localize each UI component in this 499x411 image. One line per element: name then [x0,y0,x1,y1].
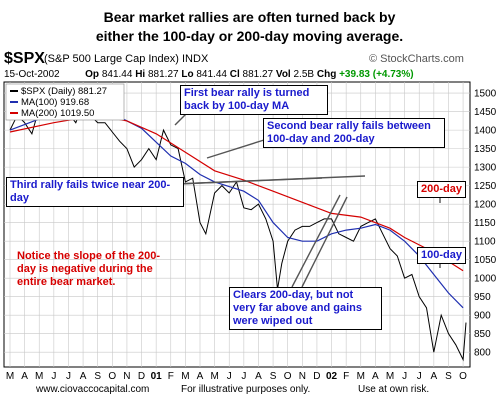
x-tick-label: D [313,371,320,382]
x-tick-label: O [108,371,116,382]
high-label: Hi [135,69,146,80]
symbol-description: (S&P 500 Large Cap Index) INDX [44,53,209,65]
x-tick-label: O [459,371,467,382]
y-tick-label: 1250 [474,181,497,192]
x-axis-ticks: M A M J J A S O N D 01 F M A M J J A S O N D 02 F M A M J J A S O [6,371,467,382]
change-label: Chg [316,69,337,80]
x-tick-label: S [94,371,101,382]
y-tick-label: 800 [474,348,491,359]
x-tick-label: A [255,371,262,382]
annotation-slope: Notice the slope of the 200-day is negat… [17,250,161,288]
annotation-pointers [174,109,441,288]
low-value: 841.44 [196,69,227,80]
x-tick-label: A [21,371,28,382]
headline: Bear market rallies are often turned bac… [95,9,404,44]
x-tick-label: N [299,371,306,382]
pointer-clears-b [301,196,348,288]
label-200-day: 200-day [417,181,466,198]
x-tick-label: A [80,371,87,382]
legend-label: $SPX (Daily) 881.27 [21,86,107,97]
x-tick-label: J [417,371,422,382]
low-label: Lo [181,69,194,80]
annotation-first-rally: First bear rally is turned back by 100-d… [180,85,328,115]
open-label: Op [85,69,100,80]
x-tick-label: M [386,371,394,382]
y-axis-ticks: 800 850 900 950 1000 1050 1100 1150 1200 1250 1300… [474,89,497,359]
annotation-third-rally: Third rally fails twice near 200-day [6,177,184,207]
x-tick-label: F [168,371,174,382]
x-tick-label: F [343,371,349,382]
y-tick-label: 900 [474,311,491,322]
x-tick-label: A [372,371,379,382]
x-tick-label: A [431,371,438,382]
legend-label: MA(100) 919.68 [21,97,89,108]
x-tick-label: M [210,371,218,382]
footer-illustrative: For illustrative purposes only. [181,384,311,395]
x-tick-label: J [402,371,407,382]
y-tick-label: 1100 [474,237,496,248]
x-tick-label: M [181,371,189,382]
quote-line: 15-Oct-2002 Op 841.44 Hi 881.27 Lo 841.4… [4,69,414,80]
change-value: +39.83 (+4.73%) [339,69,414,80]
close-value: 881.27 [242,69,274,80]
annotation-clears-200: Clears 200-day, but not very far above a… [229,287,382,330]
open-value: 841.44 [101,69,133,80]
y-tick-label: 1200 [474,200,497,211]
y-tick-label: 1350 [474,144,497,155]
footer-risk: Use at own risk. [358,384,430,395]
x-tick-label: 01 [151,371,163,382]
y-tick-label: 1000 [474,274,497,285]
legend-label: MA(200) 1019.50 [21,108,94,119]
high-value: 881.27 [147,69,179,80]
close-label: Cl [229,69,240,80]
pointer-second-rally [206,139,265,159]
annotation-second-rally: Second bear rally fails between 100-day … [263,118,445,148]
x-tick-label: J [51,371,56,382]
y-tick-label: 1050 [474,255,497,266]
y-tick-label: 1450 [474,107,497,118]
legend-box [5,83,125,121]
series-line-ma100 [9,109,464,309]
x-tick-label: M [357,371,365,382]
x-tick-label: 02 [326,371,338,382]
volume-label: Vol [275,69,291,80]
x-tick-label: J [66,371,71,382]
x-tick-label: D [138,371,145,382]
x-tick-label: J [241,371,246,382]
x-tick-label: N [123,371,130,382]
y-tick-label: 850 [474,329,491,340]
y-tick-label: 1400 [474,126,497,137]
y-tick-label: 1300 [474,163,497,174]
footer-site: www.ciovaccocapital.com [36,384,150,395]
pointer-third-rally-2 [175,175,366,185]
symbol: $SPX [4,50,45,67]
x-tick-label: J [227,371,232,382]
x-tick-label: S [270,371,277,382]
x-tick-label: S [445,371,452,382]
brand-watermark: © StockCharts.com [369,53,464,65]
label-100-day: 100-day [417,247,466,264]
x-tick-label: O [284,371,292,382]
y-tick-label: 1500 [474,89,497,100]
x-tick-label: M [6,371,14,382]
quote-date: 15-Oct-2002 [4,69,60,80]
volume-value: 2.5B [293,69,315,80]
x-tick-label: A [197,371,204,382]
pointer-clears-a [291,194,341,288]
x-tick-label: M [35,371,43,382]
y-tick-label: 1150 [474,218,496,229]
y-tick-label: 950 [474,292,491,303]
